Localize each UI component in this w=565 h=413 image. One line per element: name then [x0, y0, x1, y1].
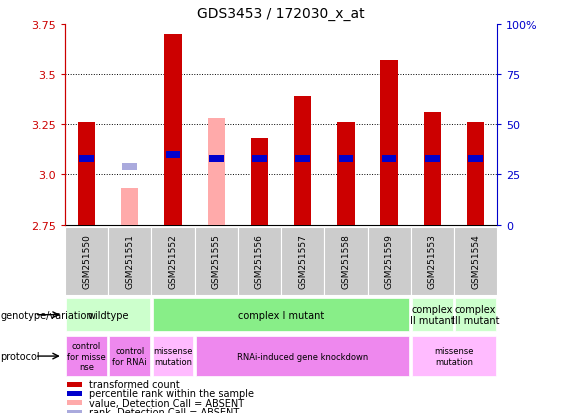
Text: transformed count: transformed count: [89, 379, 180, 389]
Bar: [455, 299, 496, 331]
Bar: [79, 155, 94, 162]
Text: GSM251553: GSM251553: [428, 234, 437, 289]
Bar: [467, 123, 484, 225]
Title: GDS3453 / 172030_x_at: GDS3453 / 172030_x_at: [197, 7, 365, 21]
Text: GSM251554: GSM251554: [471, 234, 480, 289]
Bar: [380, 61, 398, 225]
Bar: [294, 97, 311, 225]
Text: GSM251550: GSM251550: [82, 234, 91, 289]
Bar: [468, 155, 483, 162]
Bar: [196, 336, 410, 376]
Bar: [338, 155, 353, 162]
Bar: [337, 123, 355, 225]
Bar: [252, 155, 267, 162]
Bar: [67, 410, 82, 413]
Bar: [425, 155, 440, 162]
Bar: [424, 113, 441, 225]
Bar: [238, 227, 281, 295]
Bar: [411, 227, 454, 295]
Bar: [164, 35, 182, 225]
Text: complex
III mutant: complex III mutant: [452, 304, 499, 326]
Text: complex
II mutant: complex II mutant: [410, 304, 455, 326]
Bar: [166, 152, 180, 159]
Bar: [153, 336, 193, 376]
Text: percentile rank within the sample: percentile rank within the sample: [89, 389, 254, 399]
Bar: [412, 336, 496, 376]
Text: RNAi-induced gene knockdown: RNAi-induced gene knockdown: [237, 352, 368, 361]
Text: GSM251552: GSM251552: [168, 234, 177, 289]
Text: GSM251556: GSM251556: [255, 234, 264, 289]
Bar: [78, 123, 95, 225]
Bar: [194, 227, 238, 295]
Text: value, Detection Call = ABSENT: value, Detection Call = ABSENT: [89, 398, 244, 408]
Bar: [324, 227, 368, 295]
Bar: [367, 227, 411, 295]
Bar: [295, 155, 310, 162]
Bar: [412, 299, 453, 331]
Text: GSM251559: GSM251559: [385, 234, 394, 289]
Text: GSM251551: GSM251551: [125, 234, 134, 289]
Text: missense
mutation: missense mutation: [153, 347, 193, 366]
Text: GSM251558: GSM251558: [341, 234, 350, 289]
Text: rank, Detection Call = ABSENT: rank, Detection Call = ABSENT: [89, 407, 239, 413]
Bar: [151, 227, 194, 295]
Bar: [108, 227, 151, 295]
Text: complex I mutant: complex I mutant: [238, 310, 324, 320]
Bar: [281, 227, 324, 295]
Bar: [65, 227, 108, 295]
Bar: [454, 227, 497, 295]
Text: wildtype: wildtype: [88, 310, 129, 320]
Bar: [67, 400, 82, 405]
Bar: [67, 382, 82, 387]
Bar: [153, 299, 410, 331]
Bar: [251, 139, 268, 225]
Bar: [123, 164, 137, 171]
Text: control
for misse
nse: control for misse nse: [67, 342, 106, 371]
Text: genotype/variation: genotype/variation: [1, 310, 93, 320]
Text: GSM251555: GSM251555: [212, 234, 221, 289]
Text: missense
mutation: missense mutation: [434, 347, 473, 366]
Text: protocol: protocol: [1, 351, 40, 361]
Bar: [110, 336, 150, 376]
Bar: [209, 155, 224, 162]
Text: control
for RNAi: control for RNAi: [112, 347, 147, 366]
Bar: [67, 391, 82, 396]
Bar: [66, 299, 150, 331]
Bar: [121, 189, 138, 225]
Bar: [382, 155, 397, 162]
Text: GSM251557: GSM251557: [298, 234, 307, 289]
Bar: [207, 119, 225, 225]
Bar: [66, 336, 107, 376]
